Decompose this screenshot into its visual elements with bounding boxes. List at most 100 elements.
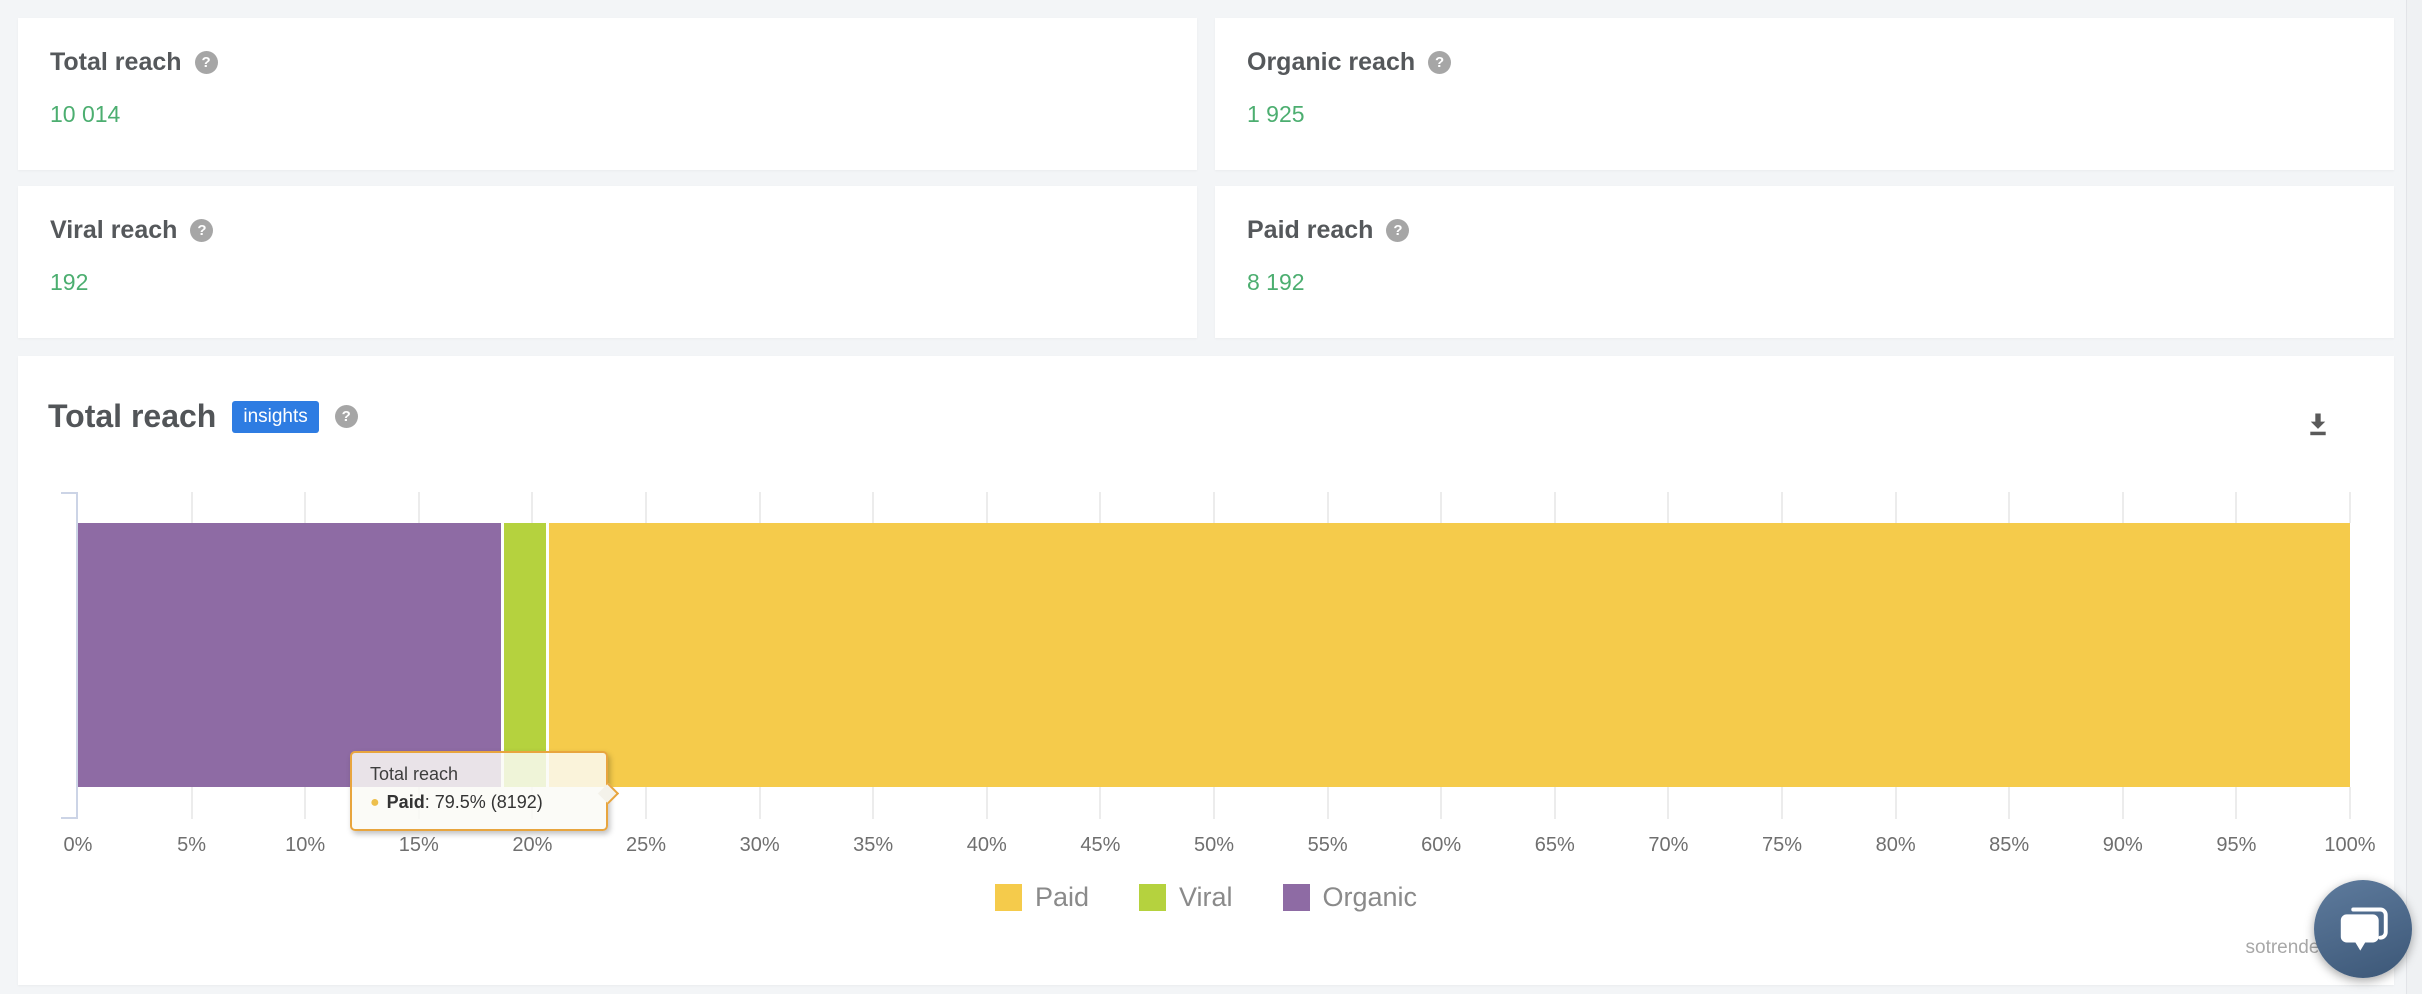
x-axis-label: 35% xyxy=(853,834,894,856)
help-icon[interactable]: ? xyxy=(1428,51,1452,74)
chart-title: Total reach xyxy=(48,398,217,434)
card-value: 10 014 xyxy=(50,101,121,127)
gridline-tick-top xyxy=(1894,492,1897,523)
gridline-tick-top xyxy=(2235,492,2238,523)
card-title: Viral reach xyxy=(50,216,178,244)
download-button[interactable] xyxy=(2302,408,2334,440)
gridline-tick-bottom xyxy=(758,787,761,819)
legend-label: Organic xyxy=(1322,882,1418,912)
gridline-tick-top xyxy=(531,492,534,523)
stat-card-paid-reach: Paid reach ? 8 192 xyxy=(1215,186,2394,338)
stat-cards-grid: Total reach ? 10 014 Organic reach ? 1 9… xyxy=(18,18,2394,338)
x-axis-label: 70% xyxy=(1648,834,1689,856)
help-icon[interactable]: ? xyxy=(334,405,358,428)
chart-tooltip: Total reach ● Paid: 79.5% (8192) xyxy=(350,751,620,831)
legend-label: Viral xyxy=(1178,882,1233,912)
x-axis-label: 85% xyxy=(1989,834,2030,856)
gridline-tick-bottom xyxy=(2121,787,2124,819)
gridline-tick-top xyxy=(190,492,193,523)
total-reach-chart-panel: Total reach insights ? Total reach ● Pai… xyxy=(18,356,2394,985)
legend-item-organic[interactable]: Organic xyxy=(1282,882,1418,913)
gridline-tick-bottom xyxy=(1326,787,1329,819)
stat-card-organic-reach: Organic reach ? 1 925 xyxy=(1215,18,2394,170)
bar-segment-viral[interactable] xyxy=(504,523,547,787)
x-axis-label: 50% xyxy=(1193,834,1235,856)
x-axis-label: 55% xyxy=(1307,834,1348,856)
gridline-tick-top xyxy=(872,492,875,523)
gridline-tick-bottom xyxy=(1213,787,1215,819)
stat-card-viral-reach: Viral reach ? 192 xyxy=(18,186,1197,338)
gridline-tick-top xyxy=(2121,492,2124,523)
stacked-bar xyxy=(78,523,2350,787)
gridline-tick-bottom xyxy=(2235,787,2238,819)
x-axis-label: 40% xyxy=(966,834,1007,856)
chat-launcher-button[interactable] xyxy=(2314,880,2412,978)
gridline-tick-bottom xyxy=(985,787,988,819)
gridline-tick-top xyxy=(304,492,307,523)
x-axis-label: 80% xyxy=(1875,834,1916,856)
scrollbar[interactable] xyxy=(2406,0,2422,994)
bar-segment-organic[interactable] xyxy=(78,523,502,787)
x-axis-label: 65% xyxy=(1534,834,1575,856)
chat-bubble-icon xyxy=(2340,907,2388,951)
gridline-tick-top xyxy=(417,492,420,523)
help-icon[interactable]: ? xyxy=(1386,219,1410,242)
x-axis-label: 75% xyxy=(1761,834,1803,856)
x-axis-label: 95% xyxy=(2216,834,2257,856)
plot-area: Total reach ● Paid: 79.5% (8192) 0% 5% 10%… xyxy=(61,492,2376,856)
legend-item-viral[interactable]: Viral xyxy=(1138,882,1233,913)
x-axis-label: 60% xyxy=(1421,834,1462,856)
help-icon[interactable]: ? xyxy=(190,219,214,242)
x-axis-label: 30% xyxy=(739,834,780,856)
gridline-tick-top xyxy=(1326,492,1329,523)
watermark: sotrender. xyxy=(2245,937,2331,958)
gridline-tick-bottom xyxy=(872,787,875,819)
gridline-tick-top xyxy=(758,492,761,523)
tooltip-title: Total reach xyxy=(370,764,459,784)
download-icon xyxy=(2310,413,2326,436)
gridline-tick-bottom xyxy=(1667,787,1670,819)
y-axis-tail-bottom xyxy=(61,817,76,819)
gridline-tick-top xyxy=(1667,492,1670,523)
gridline-tick-top xyxy=(2349,492,2351,523)
card-value: 192 xyxy=(50,269,89,295)
card-title: Paid reach xyxy=(1247,216,1374,244)
x-axis-label: 10% xyxy=(285,834,326,856)
gridline-tick-bottom xyxy=(1894,787,1897,819)
y-axis-tail-top xyxy=(61,492,76,494)
x-axis-label: 20% xyxy=(512,834,553,856)
chart-header: Total reach insights ? xyxy=(48,398,358,435)
x-axis-label: 15% xyxy=(398,834,439,856)
legend-swatch-organic xyxy=(1282,884,1310,911)
x-axis-label: 45% xyxy=(1080,834,1121,856)
tooltip-series-name: Paid xyxy=(386,792,425,812)
gridline-tick-top xyxy=(1099,492,1102,523)
bar-segment-paid[interactable] xyxy=(549,523,2350,787)
gridline-tick-bottom xyxy=(190,787,193,819)
tooltip-series-value: : 79.5% (8192) xyxy=(424,792,543,812)
gridline-tick-bottom xyxy=(304,787,307,819)
insights-badge[interactable]: insights xyxy=(232,400,319,433)
gridline-tick-bottom xyxy=(2349,787,2351,819)
tooltip-series-line: ● Paid: 79.5% (8192) xyxy=(370,792,588,813)
gridline-tick-bottom xyxy=(645,787,647,819)
tooltip-bullet-icon: ● xyxy=(370,793,380,811)
gridline-tick-top xyxy=(2008,492,2011,523)
legend-item-paid[interactable]: Paid xyxy=(994,882,1089,913)
gridline-tick-bottom xyxy=(1553,787,1556,819)
gridline-tick-top xyxy=(645,492,647,523)
card-value: 1 925 xyxy=(1247,101,1305,127)
gridline-tick-top xyxy=(1440,492,1443,523)
legend-swatch-paid xyxy=(994,884,1022,911)
legend-swatch-viral xyxy=(1138,884,1166,911)
gridline-tick-bottom xyxy=(1440,787,1443,819)
x-axis-label: 25% xyxy=(625,834,667,856)
card-title: Total reach xyxy=(50,48,182,76)
gridline-tick-top xyxy=(985,492,988,523)
x-axis-label: 100% xyxy=(2324,834,2376,856)
gridline-tick-bottom xyxy=(2008,787,2011,819)
x-axis-label: 5% xyxy=(177,834,207,856)
y-axis-line xyxy=(76,492,78,819)
help-icon[interactable]: ? xyxy=(194,51,218,74)
card-title: Organic reach xyxy=(1247,48,1416,76)
